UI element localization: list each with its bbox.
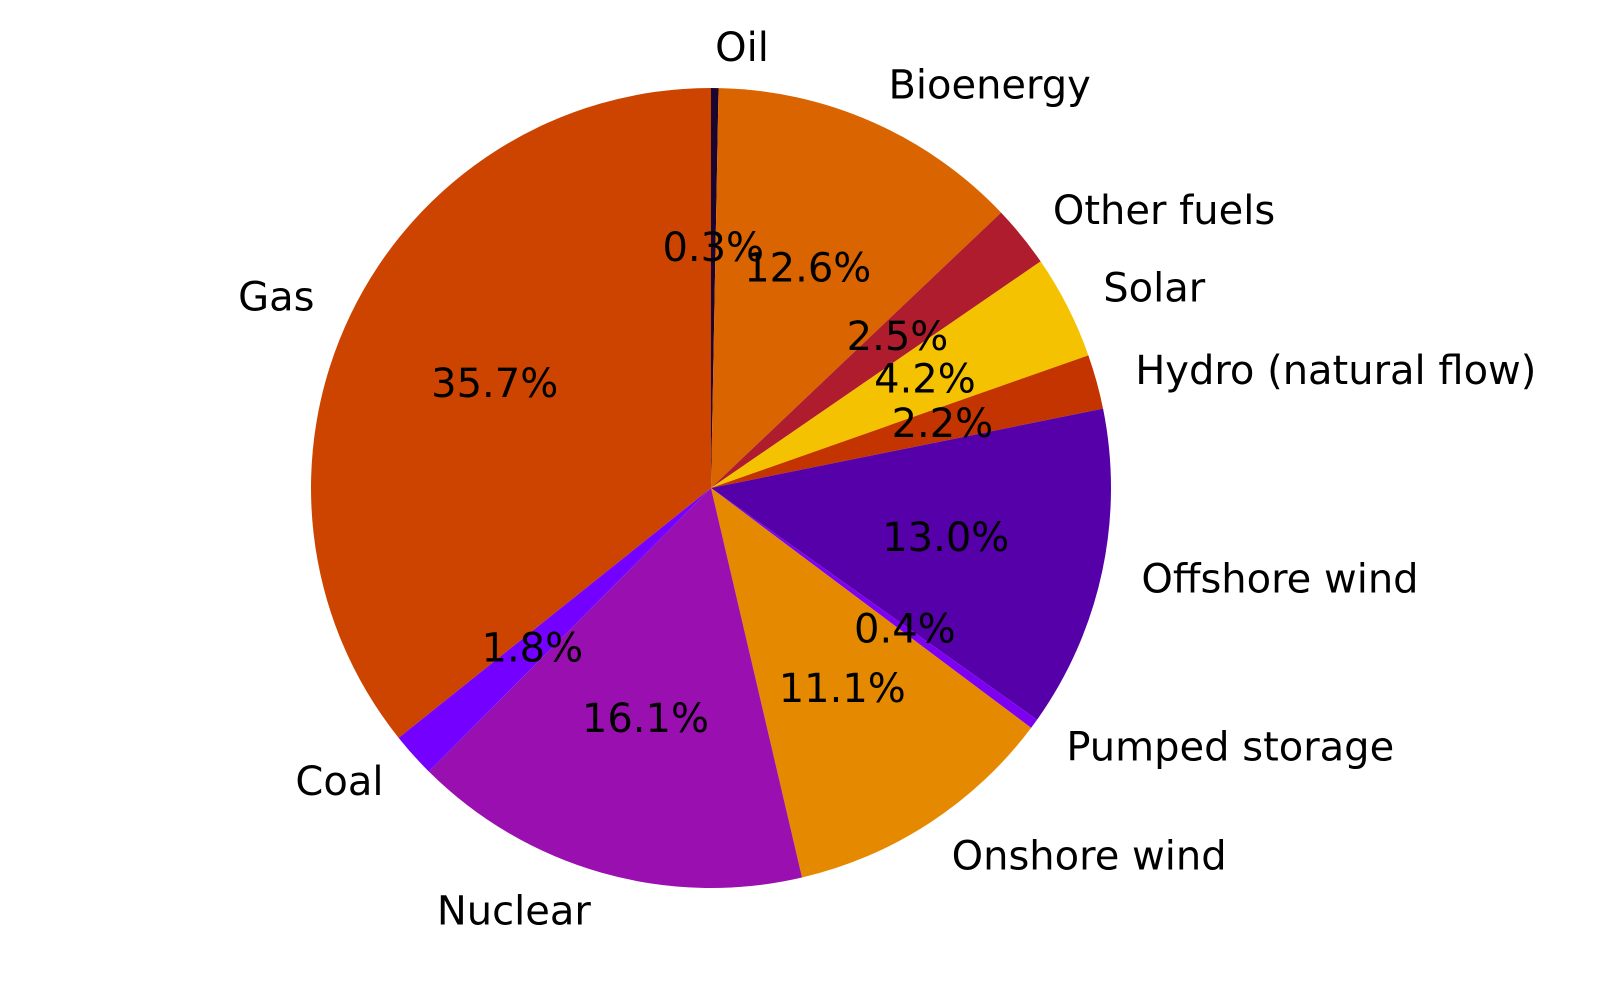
percent-label-coal: 1.8%: [482, 625, 584, 671]
pie-slice-coal: [398, 488, 711, 772]
percent-label-oil: 0.3%: [662, 225, 764, 271]
slices-layer: [311, 88, 1111, 889]
pie-slice-bioenergy: [711, 88, 1002, 489]
pie-slice-other-fuels: [711, 212, 1041, 489]
pie-slice-solar: [711, 261, 1089, 488]
category-label-solar: Solar: [1103, 266, 1205, 312]
percent-label-hydro-natural-flow: 2.2%: [892, 401, 994, 447]
category-label-onshore-wind: Onshore wind: [952, 833, 1227, 879]
pie-slice-offshore-wind: [711, 408, 1111, 720]
category-labels-layer: Oil Bioenergy Other fuels Solar Hydro (natur…: [238, 25, 1536, 934]
percent-label-other-fuels: 2.5%: [847, 314, 949, 360]
pie-slice-nuclear: [428, 488, 803, 889]
pie-slice-gas: [311, 88, 711, 738]
category-label-offshore-wind: Offshore wind: [1141, 556, 1418, 602]
category-label-oil: Oil: [715, 25, 769, 71]
percent-label-bioenergy: 12.6%: [744, 245, 871, 291]
percent-labels-layer: 0.3%12.6% 2.5%4.2%2.2% 13.0% 0.4% 11.1% 16.1%…: [431, 225, 1009, 742]
category-label-pumped-storage: Pumped storage: [1066, 724, 1394, 770]
percent-label-solar: 4.2%: [874, 356, 976, 402]
category-label-gas: Gas: [238, 274, 314, 320]
pie-slice-pumped-storage: [711, 488, 1038, 728]
pie-slice-oil: [711, 88, 719, 488]
percent-label-offshore-wind: 13.0%: [882, 515, 1009, 561]
category-label-hydro-natural-flow: Hydro (natural flow): [1135, 348, 1536, 394]
percent-label-onshore-wind: 11.1%: [779, 666, 906, 712]
category-label-other-fuels: Other fuels: [1053, 188, 1275, 234]
percent-label-nuclear: 16.1%: [582, 696, 709, 742]
pie-slice-hydro-natural-flow: [711, 355, 1104, 488]
pie-slice-onshore-wind: [711, 488, 1032, 878]
percent-label-gas: 35.7%: [431, 361, 558, 407]
category-label-coal: Coal: [295, 759, 383, 805]
category-label-bioenergy: Bioenergy: [888, 62, 1090, 108]
percent-label-pumped-storage: 0.4%: [854, 606, 956, 652]
category-label-nuclear: Nuclear: [437, 888, 592, 934]
